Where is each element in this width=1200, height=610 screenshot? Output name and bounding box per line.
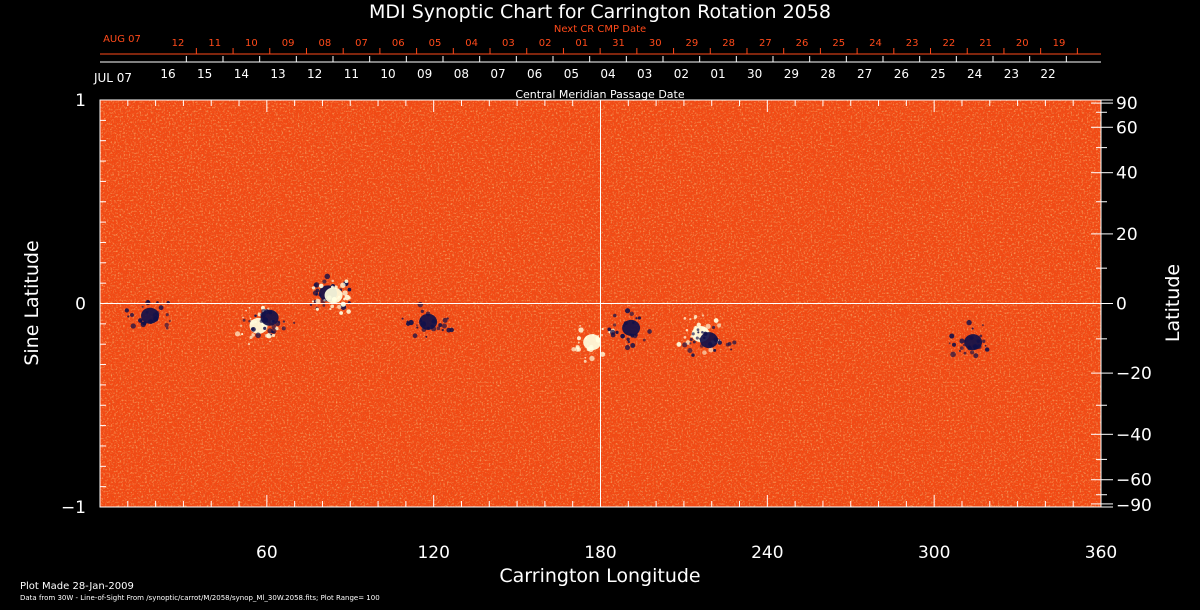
cmp-date-label: 05 bbox=[564, 67, 579, 81]
next-cr-date-label: 19 bbox=[1053, 38, 1066, 49]
cmp-date-label: 04 bbox=[600, 67, 615, 81]
cmp-date-label: 13 bbox=[270, 67, 285, 81]
y-axis-right: 90 60 40 20 0 −20 −40 −60 −90 bbox=[1091, 94, 1152, 516]
cmp-date-label: 02 bbox=[674, 67, 689, 81]
active-region-negative bbox=[607, 308, 652, 351]
active-region-positive bbox=[571, 324, 615, 363]
cmp-date-label: 06 bbox=[527, 67, 542, 81]
y-right-tick-label: −40 bbox=[1116, 425, 1152, 445]
next-cr-date-label: 03 bbox=[502, 38, 515, 49]
chart-title: MDI Synoptic Chart for Carrington Rotati… bbox=[369, 1, 831, 23]
next-cr-date-label: 20 bbox=[1016, 38, 1029, 49]
cmp-axis-label: Central Meridian Passage Date bbox=[515, 88, 684, 101]
y-axis-label-left: Sine Latitude bbox=[21, 240, 43, 365]
next-cr-date-label: 09 bbox=[282, 38, 295, 49]
next-cr-date-label: 30 bbox=[649, 38, 662, 49]
x-axis-label: Carrington Longitude bbox=[499, 565, 700, 587]
next-cr-date-label: 23 bbox=[906, 38, 919, 49]
footer-data-source: Data from 30W - Line-of-Sight From /syno… bbox=[20, 594, 380, 602]
next-cr-date-label: 04 bbox=[465, 38, 478, 49]
next-cr-date-label: 26 bbox=[796, 38, 809, 49]
x-tick-label: 360 bbox=[1085, 543, 1117, 563]
next-cr-date-label: 25 bbox=[832, 38, 845, 49]
footer-plot-made: Plot Made 28-Jan-2009 bbox=[20, 581, 134, 592]
y-right-tick-label: −20 bbox=[1116, 364, 1152, 384]
y-axis-label-right: Latitude bbox=[1162, 264, 1184, 342]
active-region-positive bbox=[311, 279, 352, 315]
next-cr-date-label: 07 bbox=[355, 38, 368, 49]
cmp-date-label: 30 bbox=[747, 67, 762, 81]
y-right-tick-label: −90 bbox=[1116, 496, 1152, 516]
cmp-date-label: 11 bbox=[344, 67, 359, 81]
cmp-date-label: 08 bbox=[454, 67, 469, 81]
x-tick-label: 180 bbox=[584, 543, 616, 563]
next-cr-label: Next CR CMP Date bbox=[554, 24, 646, 35]
next-cr-date-label: 10 bbox=[245, 38, 258, 49]
cmp-date-label: 12 bbox=[307, 67, 322, 81]
cmp-date-label: 25 bbox=[930, 67, 945, 81]
x-axis: 60 120 180 240 300 360 bbox=[99, 100, 1117, 563]
active-region-negative bbox=[682, 325, 737, 357]
next-cr-date-label: 22 bbox=[943, 38, 956, 49]
cmp-date-label: 26 bbox=[894, 67, 909, 81]
y-left-tick-label: 1 bbox=[75, 91, 86, 111]
cmp-date-label: 14 bbox=[234, 67, 249, 81]
cmp-date-label: 24 bbox=[967, 67, 982, 81]
cmp-date-label: 22 bbox=[1040, 67, 1055, 81]
next-cr-date-label: 11 bbox=[208, 38, 221, 49]
next-cr-date-label: 06 bbox=[392, 38, 405, 49]
cmp-date-label: 15 bbox=[197, 67, 212, 81]
next-cr-date-label: 27 bbox=[759, 38, 772, 49]
next-cr-axis: Next CR CMP Date AUG 07 12 11 10 09 08 07 06 05… bbox=[100, 24, 1101, 55]
next-cr-date-label: 29 bbox=[686, 38, 699, 49]
y-right-tick-label: 40 bbox=[1116, 164, 1138, 184]
x-tick-label: 240 bbox=[751, 543, 783, 563]
next-cr-date-label: 24 bbox=[869, 38, 882, 49]
next-cr-start-label: AUG 07 bbox=[103, 34, 141, 45]
active-region-negative bbox=[124, 299, 171, 330]
cmp-date-label: 23 bbox=[1004, 67, 1019, 81]
y-axis-left: 1 0 −1 bbox=[61, 91, 112, 518]
next-cr-date-label: 31 bbox=[612, 38, 625, 49]
next-cr-date-label: 08 bbox=[318, 38, 331, 49]
next-cr-date-label: 12 bbox=[172, 38, 185, 49]
cmp-date-label: 07 bbox=[490, 67, 505, 81]
cmp-date-label: 03 bbox=[637, 67, 652, 81]
cmp-date-label: 28 bbox=[820, 67, 835, 81]
active-region-negative bbox=[948, 319, 990, 359]
cmp-date-label: 16 bbox=[160, 67, 175, 81]
cmp-date-label: 27 bbox=[857, 67, 872, 81]
cmp-start-label: JUL 07 bbox=[93, 71, 132, 85]
cmp-date-label: 29 bbox=[784, 67, 799, 81]
y-right-tick-label: −60 bbox=[1116, 471, 1152, 491]
cmp-date-label: 01 bbox=[710, 67, 725, 81]
y-right-tick-label: 20 bbox=[1116, 225, 1138, 245]
y-right-tick-label: 0 bbox=[1116, 295, 1127, 315]
next-cr-date-label: 01 bbox=[575, 38, 588, 49]
cmp-date-axis: JUL 07 16 15 14 13 12 11 10 09 08 07 06 05 04 03 02 01 3… bbox=[93, 56, 1101, 101]
cmp-date-label: 10 bbox=[380, 67, 395, 81]
y-right-tick-label: 90 bbox=[1116, 94, 1138, 114]
next-cr-date-label: 02 bbox=[539, 38, 552, 49]
y-left-tick-label: 0 bbox=[75, 295, 86, 315]
y-right-tick-label: 60 bbox=[1116, 118, 1138, 138]
x-tick-label: 300 bbox=[918, 543, 950, 563]
active-region-negative bbox=[401, 301, 454, 339]
next-cr-date-label: 05 bbox=[429, 38, 442, 49]
next-cr-date-label: 21 bbox=[979, 38, 992, 49]
x-tick-label: 60 bbox=[256, 543, 278, 563]
cmp-date-label: 09 bbox=[417, 67, 432, 81]
y-left-tick-label: −1 bbox=[61, 498, 86, 518]
x-tick-label: 120 bbox=[417, 543, 449, 563]
next-cr-date-label: 28 bbox=[722, 38, 735, 49]
active-region-negative bbox=[242, 308, 296, 339]
